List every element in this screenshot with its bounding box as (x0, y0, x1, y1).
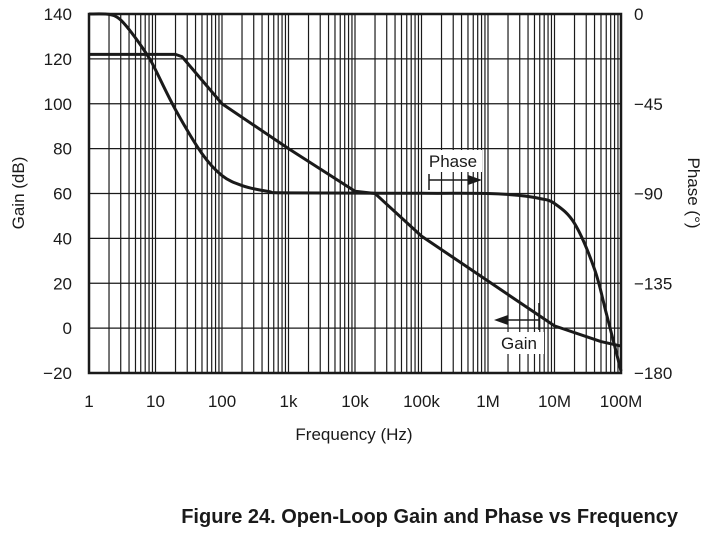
gain-arrow-head (494, 315, 508, 325)
phase-arrow-head (468, 175, 482, 185)
y-tick-label: 60 (53, 185, 72, 204)
x-tick-label: 1k (280, 392, 298, 411)
y-tick-label: 20 (53, 274, 72, 293)
y2-tick-label: −135 (634, 274, 672, 293)
x-axis-label: Frequency (Hz) (295, 425, 412, 444)
y-tick-label: 0 (63, 319, 72, 338)
y-tick-label: 80 (53, 140, 72, 159)
x-tick-label: 100k (403, 392, 440, 411)
x-tick-label: 1 (84, 392, 93, 411)
x-tick-label: 10 (146, 392, 165, 411)
annotations: Phase Gain (424, 150, 544, 354)
phase-label-bg (424, 150, 482, 172)
chart-svg: 1 10 100 1k 10k 100k 1M 10M 100M 140 120 100 80 60 40 2… (9, 5, 703, 444)
x-tick-label: 10M (538, 392, 571, 411)
plot-frame (87, 12, 623, 375)
figure-caption: Figure 24. Open-Loop Gain and Phase vs F… (0, 506, 712, 529)
gain-label: Gain (501, 334, 537, 353)
y-tick-label: 40 (53, 229, 72, 248)
y2-tick-label: −180 (634, 364, 672, 383)
y-tick-label: 120 (44, 50, 72, 69)
y2-tick-label: −45 (634, 95, 663, 114)
y-axis-label: Gain (dB) (9, 157, 28, 230)
y2-tick-label: −90 (634, 185, 663, 204)
figure-title: Figure 24. Open-Loop Gain and Phase vs F… (181, 506, 678, 528)
gain-label-bg (494, 332, 544, 354)
x-tick-label: 10k (341, 392, 369, 411)
series-line-phase (88, 12, 623, 372)
y2-tick-label: 0 (634, 5, 643, 24)
curves (88, 12, 623, 372)
x-tick-label: 100M (600, 392, 643, 411)
phase-label: Phase (429, 152, 477, 171)
x-tick-label: 100 (208, 392, 236, 411)
tick-labels: 1 10 100 1k 10k 100k 1M 10M 100M 140 120 100 80 60 40 2… (43, 5, 672, 411)
y-tick-label: 100 (44, 95, 72, 114)
x-tick-label: 1M (476, 392, 500, 411)
y-tick-label: 140 (44, 5, 72, 24)
y-tick-label: −20 (43, 364, 72, 383)
y2-axis-label: Phase (°) (684, 157, 703, 228)
